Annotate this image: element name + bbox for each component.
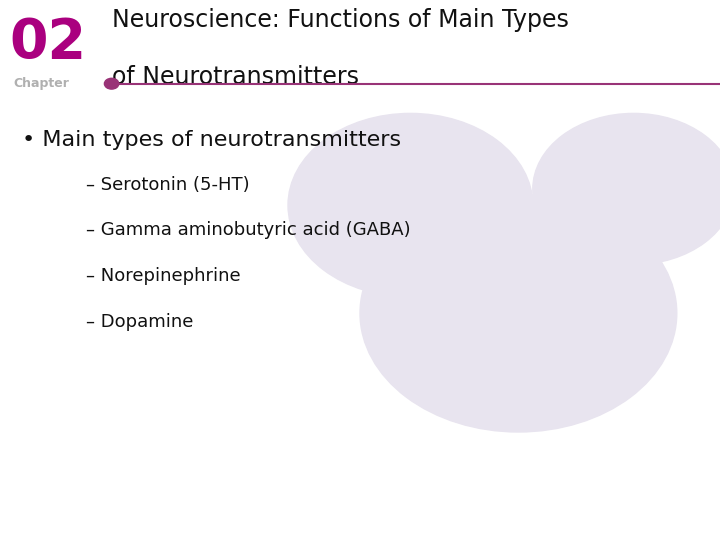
- Text: of Neurotransmitters: of Neurotransmitters: [112, 65, 359, 89]
- Text: – Dopamine: – Dopamine: [86, 313, 194, 331]
- Text: – Serotonin (5-HT): – Serotonin (5-HT): [86, 176, 250, 193]
- Circle shape: [533, 113, 720, 265]
- Circle shape: [288, 113, 533, 297]
- Text: Chapter: Chapter: [13, 77, 69, 90]
- Text: – Gamma aminobutyric acid (GABA): – Gamma aminobutyric acid (GABA): [86, 221, 411, 239]
- Text: 02: 02: [9, 16, 86, 70]
- Text: – Norepinephrine: – Norepinephrine: [86, 267, 241, 285]
- Text: Neuroscience: Functions of Main Types: Neuroscience: Functions of Main Types: [112, 8, 569, 32]
- Circle shape: [360, 194, 677, 432]
- Text: • Main types of neurotransmitters: • Main types of neurotransmitters: [22, 130, 401, 150]
- Circle shape: [104, 78, 119, 89]
